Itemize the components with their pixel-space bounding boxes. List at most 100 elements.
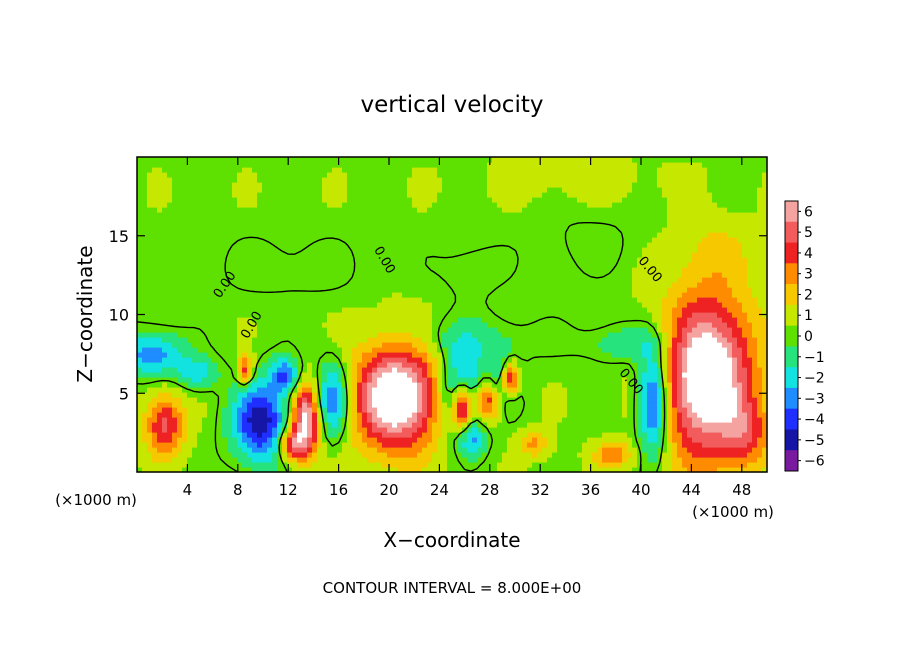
heatmap-cell	[472, 287, 478, 293]
heatmap-cell	[422, 272, 428, 278]
heatmap-cell	[217, 402, 223, 408]
heatmap-cell	[312, 282, 318, 288]
heatmap-cell	[372, 232, 378, 238]
heatmap-cell	[307, 377, 313, 383]
heatmap-cell	[397, 232, 403, 238]
heatmap-cell	[247, 257, 253, 263]
heatmap-cell	[487, 257, 493, 263]
heatmap-cell	[162, 157, 168, 163]
heatmap-cell	[332, 432, 338, 438]
heatmap-cell	[382, 367, 388, 373]
heatmap-cell	[277, 267, 283, 273]
heatmap-cell	[412, 297, 418, 303]
heatmap-cell	[402, 427, 408, 433]
heatmap-cell	[367, 377, 373, 383]
heatmap-cell	[177, 302, 183, 308]
heatmap-cell	[257, 207, 263, 213]
heatmap-cell	[432, 192, 438, 198]
heatmap-cell	[337, 272, 343, 278]
heatmap-cell	[457, 467, 463, 473]
heatmap-cell	[477, 452, 483, 458]
heatmap-cell	[192, 292, 198, 298]
heatmap-cell	[207, 177, 213, 183]
heatmap-cell	[322, 197, 328, 203]
heatmap-cell	[142, 192, 148, 198]
heatmap-cell	[442, 177, 448, 183]
heatmap-cell	[507, 357, 513, 363]
heatmap-cell	[517, 432, 523, 438]
heatmap-cell	[202, 392, 208, 398]
heatmap-cell	[417, 377, 423, 383]
heatmap-cell	[182, 272, 188, 278]
heatmap-cell	[482, 312, 488, 318]
heatmap-cell	[367, 222, 373, 228]
heatmap-cell	[367, 277, 373, 283]
heatmap-cell	[337, 182, 343, 188]
heatmap-cell	[282, 297, 288, 303]
heatmap-cell	[202, 157, 208, 163]
heatmap-cell	[242, 392, 248, 398]
heatmap-cell	[482, 302, 488, 308]
heatmap-cell	[372, 422, 378, 428]
heatmap-cell	[382, 177, 388, 183]
heatmap-cell	[152, 237, 158, 243]
heatmap-cell	[532, 447, 538, 453]
heatmap-cell	[292, 267, 298, 273]
heatmap-cell	[217, 187, 223, 193]
heatmap-cell	[137, 212, 143, 218]
heatmap-cell	[237, 277, 243, 283]
heatmap-cell	[482, 387, 488, 393]
heatmap-cell	[522, 197, 528, 203]
heatmap-cell	[402, 297, 408, 303]
heatmap-cell	[307, 427, 313, 433]
heatmap-cell	[332, 247, 338, 253]
heatmap-cell	[137, 222, 143, 228]
heatmap-cell	[457, 212, 463, 218]
heatmap-cell	[272, 402, 278, 408]
heatmap-cell	[447, 227, 453, 233]
heatmap-cell	[487, 187, 493, 193]
heatmap-cell	[362, 277, 368, 283]
heatmap-cell	[492, 222, 498, 228]
heatmap-cell	[152, 257, 158, 263]
heatmap-cell	[267, 227, 273, 233]
heatmap-cell	[152, 347, 158, 353]
heatmap-cell	[352, 332, 358, 338]
heatmap-cell	[297, 232, 303, 238]
heatmap-cell	[217, 217, 223, 223]
heatmap-cell	[207, 417, 213, 423]
heatmap-cell	[407, 172, 413, 178]
heatmap-cell	[527, 407, 533, 413]
heatmap-cell	[192, 382, 198, 388]
heatmap-cell	[392, 227, 398, 233]
heatmap-cell	[482, 422, 488, 428]
heatmap-cell	[377, 172, 383, 178]
heatmap-cell	[262, 272, 268, 278]
heatmap-cell	[422, 462, 428, 468]
heatmap-cell	[517, 392, 523, 398]
heatmap-cell	[222, 232, 228, 238]
heatmap-cell	[352, 202, 358, 208]
heatmap-cell	[312, 242, 318, 248]
heatmap-cell	[487, 302, 493, 308]
heatmap-cell	[152, 377, 158, 383]
heatmap-cell	[292, 202, 298, 208]
heatmap-cell	[197, 457, 203, 463]
heatmap-cell	[352, 242, 358, 248]
heatmap-cell	[272, 437, 278, 443]
heatmap-cell	[287, 442, 293, 448]
heatmap-cell	[212, 357, 218, 363]
heatmap-cell	[452, 347, 458, 353]
heatmap-cell	[397, 297, 403, 303]
heatmap-cell	[472, 462, 478, 468]
heatmap-cell	[462, 332, 468, 338]
heatmap-cell	[342, 317, 348, 323]
heatmap-cell	[237, 467, 243, 473]
heatmap-cell	[327, 237, 333, 243]
heatmap-cell	[357, 337, 363, 343]
heatmap-cell	[282, 307, 288, 313]
heatmap-cell	[212, 367, 218, 373]
heatmap-cell	[407, 302, 413, 308]
heatmap-cell	[277, 207, 283, 213]
heatmap-cell	[447, 372, 453, 378]
